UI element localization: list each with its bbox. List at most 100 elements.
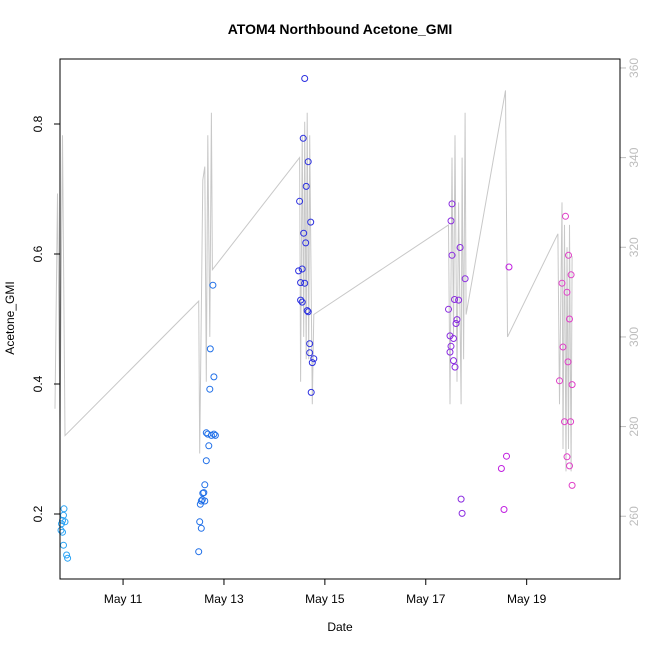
data-point [447, 217, 455, 225]
data-point [445, 305, 452, 313]
y2-tick-label: 320 [627, 237, 641, 257]
data-point [201, 481, 209, 489]
data-point [211, 431, 219, 439]
data-point [566, 462, 573, 470]
data-point [307, 388, 315, 396]
data-point [447, 342, 455, 350]
data-point [300, 229, 308, 237]
data-point [297, 279, 305, 287]
x-tick-label: May 17 [406, 592, 446, 606]
data-point [451, 296, 458, 303]
data-point [64, 554, 72, 562]
data-point [196, 518, 204, 526]
data-point [307, 218, 315, 226]
data-point [197, 497, 205, 505]
y-tick-label: 0.4 [31, 375, 45, 392]
data-point [205, 442, 213, 450]
x-axis-label: Date [327, 620, 353, 634]
data-point [563, 453, 571, 461]
data-point [567, 418, 575, 426]
data-point [297, 296, 305, 304]
data-point [565, 251, 572, 259]
data-point [295, 267, 303, 275]
data-point [306, 349, 314, 357]
data-point [301, 75, 309, 82]
data-point [302, 239, 310, 247]
axes-layer: May 11 May 13 May 15 May 17 May 19 0.2 0.4 0.6 0… [31, 58, 641, 606]
data-point [298, 265, 306, 273]
data-point [304, 308, 312, 316]
y2-tick-label: 260 [627, 506, 641, 526]
data-point [57, 526, 65, 534]
data-point [500, 506, 508, 513]
data-point [453, 316, 461, 324]
data-point [60, 505, 68, 513]
y-tick-label: 0.8 [31, 115, 45, 132]
x-tick-label: May 19 [507, 592, 547, 606]
data-point [210, 373, 218, 381]
y2-tick-label: 360 [627, 58, 641, 78]
data-point [206, 385, 214, 393]
data-point [209, 281, 217, 289]
y2-tick-label: 340 [627, 147, 641, 167]
data-point [505, 263, 513, 271]
data-point [195, 548, 203, 556]
data-point [310, 355, 318, 363]
data-point [456, 244, 464, 251]
y-tick-label: 0.2 [31, 505, 45, 522]
data-point [448, 251, 456, 259]
data-point [301, 279, 309, 287]
data-point [303, 307, 311, 315]
data-point [298, 298, 306, 306]
data-point [450, 357, 457, 365]
data-point [568, 481, 576, 489]
data-point [568, 381, 576, 389]
data-point [63, 551, 71, 559]
data-point [503, 452, 510, 460]
secondary-line-layer [54, 90, 573, 472]
data-point [566, 315, 573, 323]
data-point [450, 335, 457, 342]
data-point [448, 200, 456, 208]
y-tick-label: 0.6 [31, 245, 45, 262]
data-point [299, 134, 307, 142]
data-point [556, 377, 563, 385]
data-point [202, 457, 210, 465]
data-point [457, 495, 465, 503]
data-point [200, 489, 208, 497]
data-point [451, 363, 459, 371]
data-point [562, 212, 569, 220]
y2-tick-label: 280 [627, 416, 641, 436]
data-point [567, 271, 575, 279]
data-point [452, 320, 460, 327]
data-point [559, 343, 567, 351]
data-point [304, 158, 312, 166]
data-point [58, 520, 65, 528]
x-tick-label: May 13 [204, 592, 244, 606]
data-point [302, 182, 310, 190]
data-point [458, 509, 466, 517]
x-tick-label: May 15 [305, 592, 345, 606]
secondary-series-line [54, 90, 573, 472]
data-point [563, 288, 571, 296]
plot-frame [59, 58, 621, 580]
data-point [201, 497, 209, 505]
data-point [296, 197, 304, 205]
data-point [461, 275, 469, 283]
data-point [206, 345, 214, 353]
data-point [497, 465, 505, 472]
data-point [210, 430, 218, 438]
data-point [564, 358, 572, 366]
data-point [308, 359, 316, 367]
data-point [306, 340, 314, 348]
data-point [197, 524, 205, 532]
chart-title: ATOM4 Northbound Acetone_GMI [228, 21, 453, 37]
data-point [61, 518, 69, 526]
data-point [196, 500, 204, 508]
data-point [558, 279, 566, 287]
y-axis-label: Acetone_GMI [3, 281, 17, 354]
x-tick-label: May 11 [104, 592, 143, 606]
data-point [455, 296, 463, 304]
